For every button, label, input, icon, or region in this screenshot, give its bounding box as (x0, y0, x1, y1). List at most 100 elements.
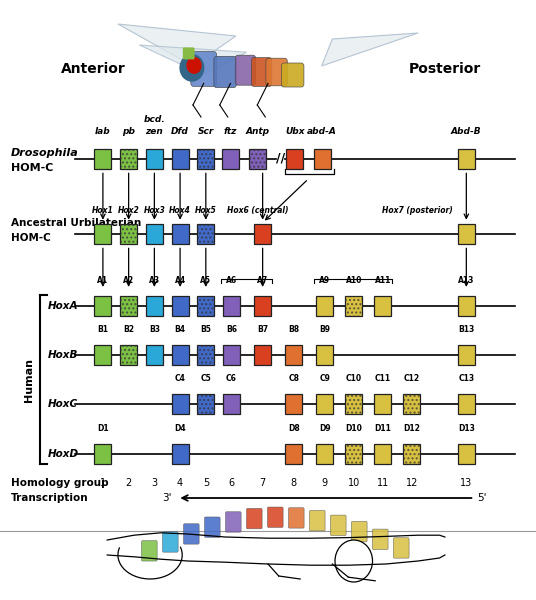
Text: 1: 1 (100, 478, 106, 488)
Text: C12: C12 (404, 374, 420, 383)
Text: B4: B4 (175, 325, 185, 334)
FancyBboxPatch shape (94, 345, 111, 365)
FancyBboxPatch shape (316, 443, 333, 464)
FancyBboxPatch shape (374, 394, 391, 415)
Text: B5: B5 (200, 325, 211, 334)
FancyBboxPatch shape (197, 224, 214, 244)
Text: 4: 4 (177, 478, 183, 488)
FancyBboxPatch shape (183, 47, 195, 59)
Text: A5: A5 (200, 276, 211, 285)
FancyBboxPatch shape (285, 443, 302, 464)
Text: Human: Human (25, 358, 34, 402)
FancyBboxPatch shape (249, 149, 266, 169)
Text: D13: D13 (458, 424, 475, 433)
FancyBboxPatch shape (309, 511, 325, 531)
FancyBboxPatch shape (172, 345, 189, 365)
FancyBboxPatch shape (285, 345, 302, 365)
Text: C6: C6 (226, 374, 237, 383)
FancyBboxPatch shape (197, 296, 214, 316)
Text: Scr: Scr (198, 127, 214, 136)
Circle shape (187, 58, 201, 73)
Text: D4: D4 (174, 424, 186, 433)
Text: Hox5: Hox5 (195, 206, 217, 215)
Text: Dfd: Dfd (171, 127, 189, 136)
FancyBboxPatch shape (197, 149, 214, 169)
Text: C5: C5 (200, 374, 211, 383)
Text: B3: B3 (149, 325, 160, 334)
FancyBboxPatch shape (403, 443, 420, 464)
Text: HoxA: HoxA (48, 301, 79, 311)
FancyBboxPatch shape (214, 56, 236, 88)
Text: Hox7 (posterior): Hox7 (posterior) (382, 206, 452, 215)
Text: abd-A: abd-A (307, 127, 337, 136)
Polygon shape (139, 45, 247, 75)
FancyBboxPatch shape (286, 149, 303, 169)
Circle shape (180, 55, 204, 81)
FancyBboxPatch shape (403, 394, 420, 415)
FancyBboxPatch shape (374, 296, 391, 316)
Text: Hox4: Hox4 (169, 206, 191, 215)
Text: A11: A11 (375, 276, 391, 285)
FancyBboxPatch shape (235, 55, 256, 85)
FancyBboxPatch shape (222, 149, 239, 169)
Text: B7: B7 (257, 325, 268, 334)
Text: Posterior: Posterior (409, 62, 481, 76)
Text: 3: 3 (151, 478, 158, 488)
FancyBboxPatch shape (172, 224, 189, 244)
FancyBboxPatch shape (374, 443, 391, 464)
FancyBboxPatch shape (281, 63, 304, 87)
FancyBboxPatch shape (458, 296, 475, 316)
Text: A9: A9 (319, 276, 330, 285)
FancyBboxPatch shape (146, 149, 163, 169)
Text: HoxC: HoxC (48, 400, 78, 409)
FancyBboxPatch shape (146, 345, 163, 365)
Text: C10: C10 (346, 374, 362, 383)
Text: 10: 10 (348, 478, 360, 488)
FancyBboxPatch shape (458, 224, 475, 244)
FancyBboxPatch shape (162, 532, 178, 552)
Text: Homology group: Homology group (11, 478, 108, 488)
FancyBboxPatch shape (197, 345, 214, 365)
Text: A3: A3 (149, 276, 160, 285)
Text: B8: B8 (288, 325, 299, 334)
FancyBboxPatch shape (94, 296, 111, 316)
Text: 8: 8 (291, 478, 297, 488)
FancyBboxPatch shape (266, 58, 287, 86)
FancyBboxPatch shape (251, 58, 272, 86)
FancyBboxPatch shape (393, 538, 409, 558)
FancyBboxPatch shape (191, 52, 217, 86)
Text: HoxB: HoxB (48, 350, 79, 360)
FancyBboxPatch shape (172, 296, 189, 316)
FancyBboxPatch shape (458, 149, 475, 169)
Text: A6: A6 (226, 276, 237, 285)
FancyBboxPatch shape (330, 515, 346, 536)
FancyBboxPatch shape (316, 345, 333, 365)
Text: C11: C11 (375, 374, 391, 383)
Text: Anterior: Anterior (62, 62, 126, 76)
Text: B2: B2 (123, 325, 134, 334)
FancyBboxPatch shape (120, 149, 137, 169)
FancyBboxPatch shape (120, 224, 137, 244)
FancyBboxPatch shape (267, 507, 283, 527)
Text: D8: D8 (288, 424, 300, 433)
Text: 2: 2 (125, 478, 132, 488)
Polygon shape (118, 24, 236, 66)
Text: D12: D12 (403, 424, 420, 433)
FancyBboxPatch shape (316, 394, 333, 415)
FancyBboxPatch shape (172, 443, 189, 464)
FancyBboxPatch shape (345, 394, 362, 415)
Text: D11: D11 (374, 424, 391, 433)
Text: C4: C4 (175, 374, 185, 383)
Text: HOM-C: HOM-C (11, 233, 50, 243)
FancyBboxPatch shape (94, 224, 111, 244)
Text: pb: pb (122, 127, 135, 136)
Text: Hox1: Hox1 (92, 206, 114, 215)
Text: 6: 6 (228, 478, 235, 488)
FancyBboxPatch shape (223, 345, 240, 365)
Text: 5': 5' (477, 493, 487, 503)
Text: bcd.: bcd. (144, 115, 165, 124)
Text: Transcription: Transcription (11, 493, 88, 503)
Text: B6: B6 (226, 325, 237, 334)
FancyBboxPatch shape (458, 345, 475, 365)
Text: lab: lab (95, 127, 111, 136)
